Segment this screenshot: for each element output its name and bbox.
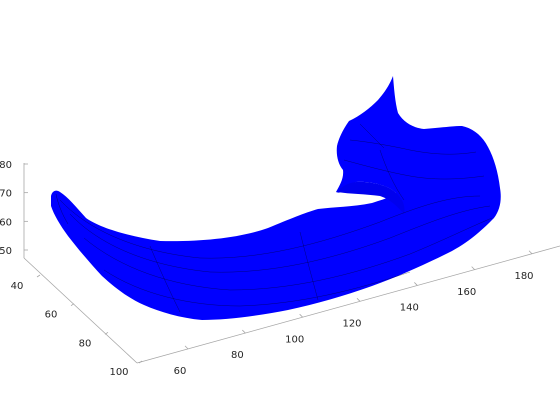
y-tick-mark: [138, 360, 143, 364]
y-tick-mark: [70, 303, 75, 306]
x-tick-label: 80: [231, 350, 244, 361]
y-tick-label: 60: [45, 310, 58, 321]
x-tick-label: 100: [285, 334, 304, 345]
surface-3d: [51, 76, 501, 320]
x-tick-mark: [184, 345, 189, 350]
x-tick-label: 60: [174, 366, 187, 377]
axis-ticks: 60 80 100 120 140 160 180 40 60 80 100 50 60 70 80: [0, 160, 534, 378]
y-tick-mark: [104, 332, 109, 335]
surface-body: [51, 76, 501, 320]
mesh-edge-10: [299, 231, 319, 301]
z-tick-label: 80: [0, 160, 12, 171]
y-axis-line: [23, 257, 138, 364]
y-tick-label: 40: [11, 281, 24, 292]
mesh-edge-6: [343, 159, 485, 180]
mesh-edge-7: [379, 149, 405, 201]
mesh-edge-5: [349, 139, 477, 155]
y-tick-mark: [36, 274, 41, 278]
z-tick-label: 50: [0, 246, 12, 257]
x-tick-label: 120: [342, 319, 361, 330]
mesh-edge-11: [55, 193, 69, 225]
mesh-edge-2: [69, 205, 491, 273]
x-tick-mark: [356, 298, 361, 302]
x-tick-mark: [299, 313, 303, 318]
mesh-edge-9: [149, 245, 181, 313]
mesh-edge-8: [359, 123, 385, 149]
x-tick-label: 180: [514, 271, 533, 282]
y-tick-label: 100: [109, 367, 128, 378]
z-tick-label: 60: [0, 217, 12, 228]
x-tick-mark: [242, 329, 246, 334]
axes-3d: 60 80 100 120 140 160 180 40 60 80 100 50 60 70 80: [0, 160, 560, 378]
mesh-edge-1: [59, 195, 481, 259]
x-tick-mark: [528, 250, 533, 255]
y-tick-label: 80: [79, 338, 92, 349]
x-tick-label: 140: [400, 303, 419, 314]
surface-rim: [337, 181, 405, 214]
mesh-edge-4: [103, 269, 411, 307]
x-axis-line: [136, 245, 560, 364]
x-tick-label: 160: [457, 287, 476, 298]
z-tick-label: 70: [0, 189, 12, 200]
x-tick-mark: [471, 266, 475, 270]
x-tick-mark: [414, 282, 418, 286]
